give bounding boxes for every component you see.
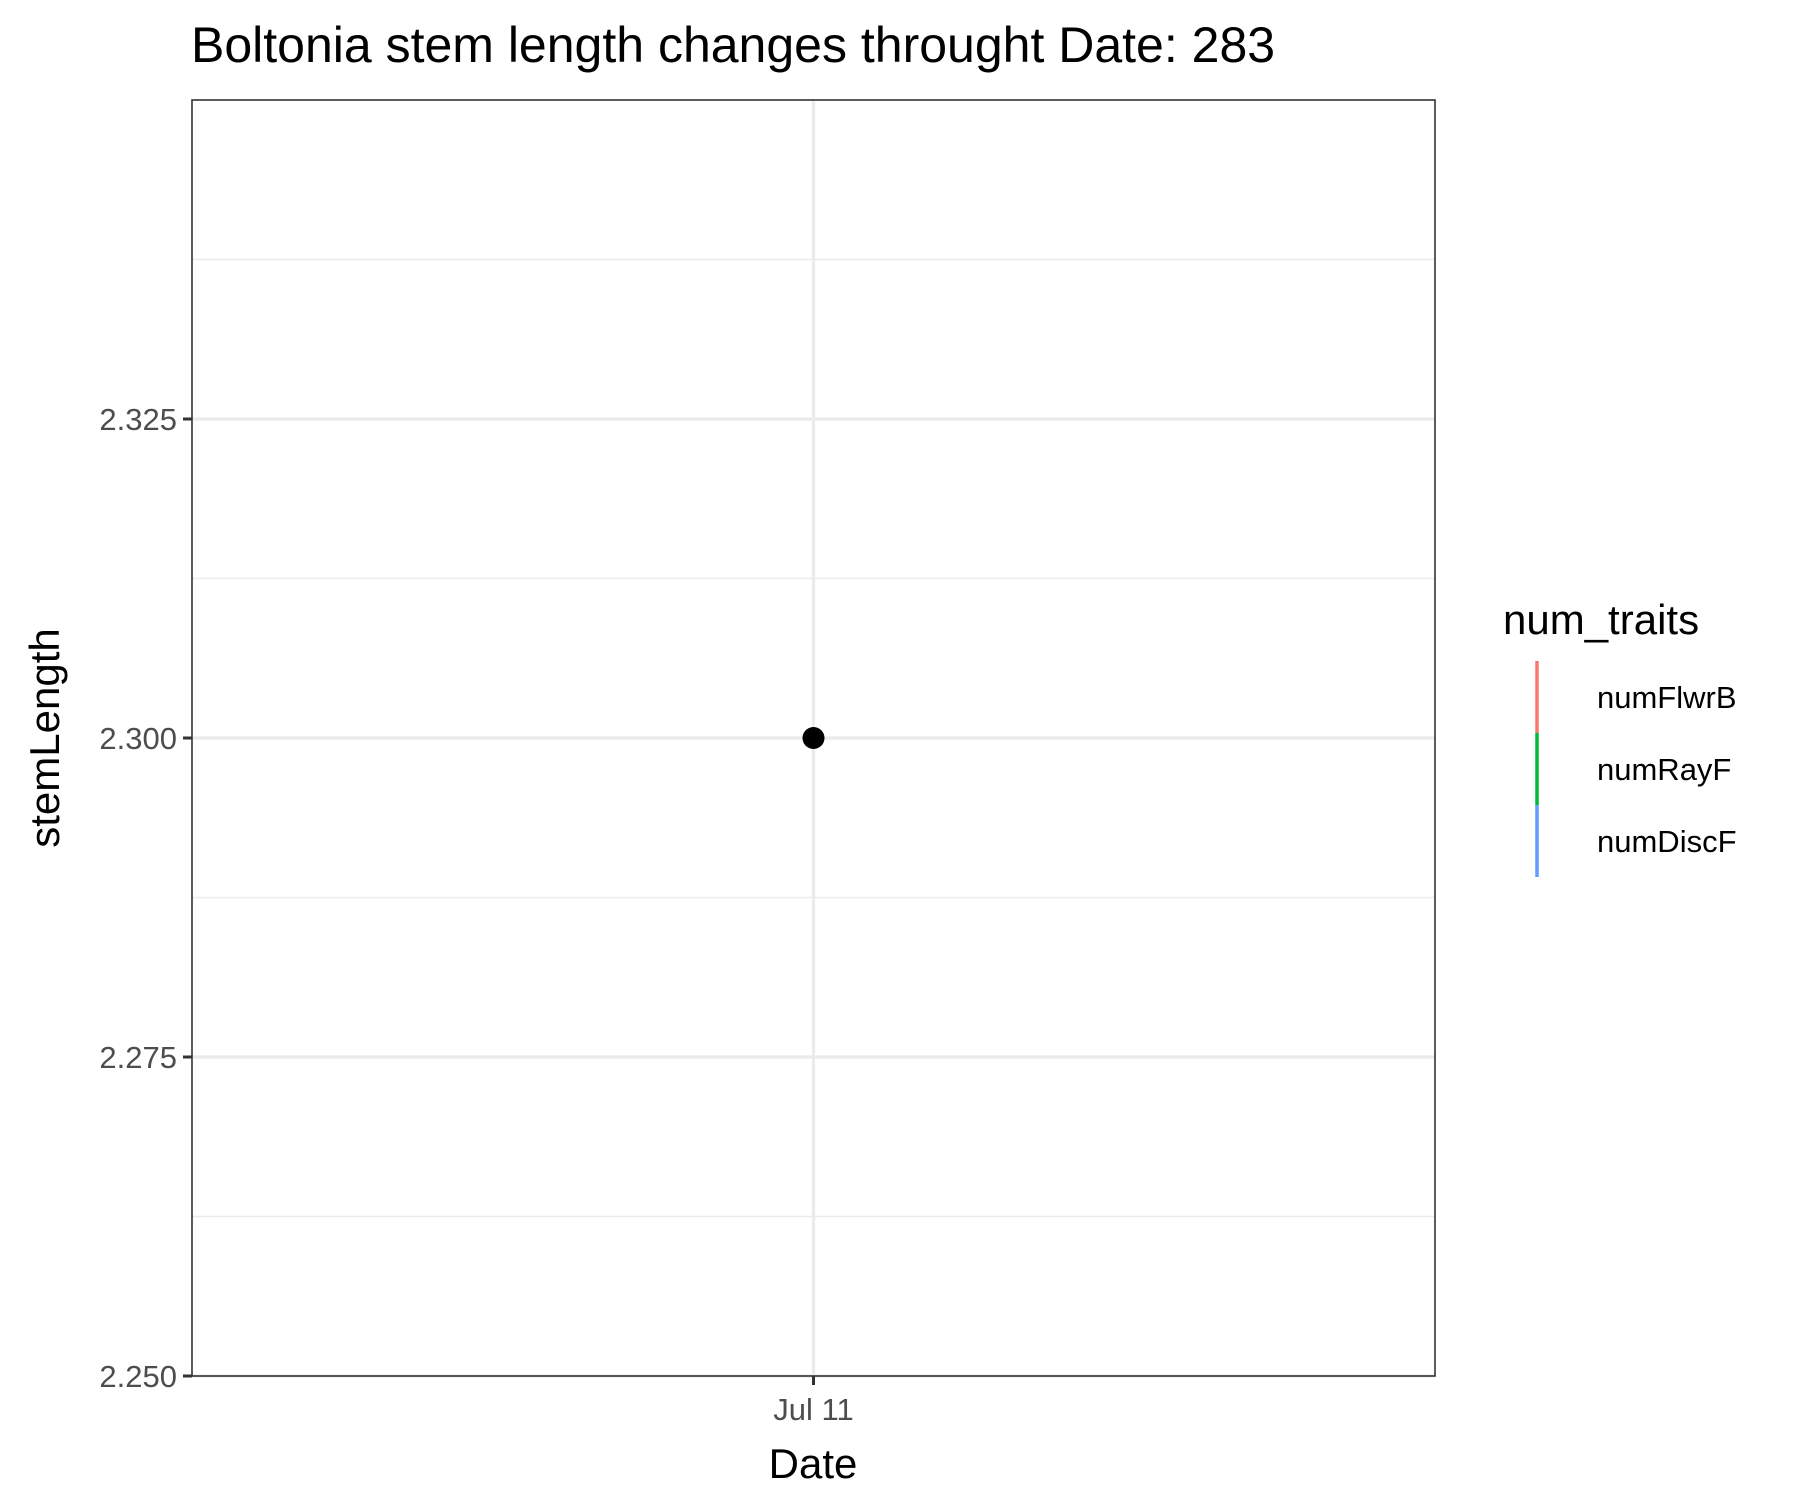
x-tick-label: Jul 11 bbox=[773, 1392, 853, 1427]
plot-panel bbox=[191, 99, 1436, 1378]
data-point bbox=[802, 727, 825, 749]
y-tick-label: 2.325 bbox=[99, 402, 177, 437]
legend-label-numRayF: numRayF bbox=[1597, 752, 1731, 787]
y-tick-label: 2.300 bbox=[99, 721, 177, 756]
x-axis: Jul 11 bbox=[773, 1376, 854, 1427]
legend-title: num_traits bbox=[1503, 596, 1699, 643]
legend: num_traits numFlwrB numRayF numDiscF bbox=[1503, 596, 1737, 877]
chart-title: Boltonia stem length changes throught Da… bbox=[191, 17, 1275, 73]
y-axis-title: stemLength bbox=[21, 628, 68, 847]
y-tick-label: 2.275 bbox=[99, 1040, 177, 1075]
y-axis: 2.250 2.275 2.300 2.325 bbox=[99, 402, 192, 1394]
data-points bbox=[802, 727, 825, 749]
y-tick-label: 2.250 bbox=[99, 1359, 177, 1394]
legend-label-numDiscF: numDiscF bbox=[1597, 824, 1737, 859]
x-axis-title: Date bbox=[769, 1440, 858, 1487]
legend-entries: numFlwrB numRayF numDiscF bbox=[1535, 661, 1737, 877]
legend-label-numFlwrB: numFlwrB bbox=[1597, 680, 1737, 715]
